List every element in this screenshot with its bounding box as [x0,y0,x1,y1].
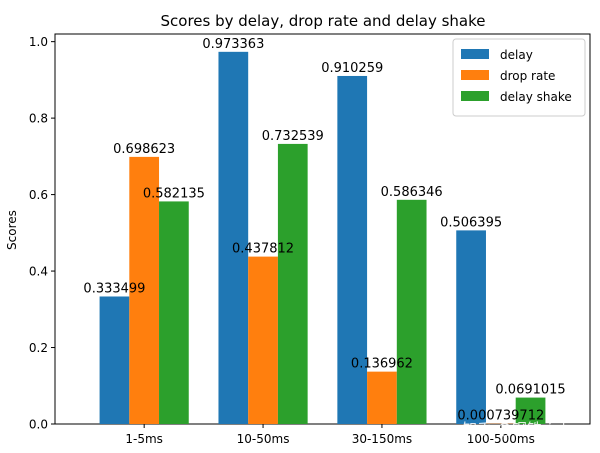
y-tick-label: 1.0 [29,35,48,49]
data-labels-group: 0.333499 0.973363 0.910259 0.506395 0.698623… [83,37,565,424]
x-tick-label: 100-500ms [467,432,535,446]
plot-area [54,33,591,425]
bar-delay-shake-1-5ms [159,201,189,424]
watermark-text: 知乎 @钢铁之力 [462,420,572,438]
legend: delay drop rate delay shake [452,38,586,117]
data-label: 0.586346 [381,185,443,200]
x-tick-label: 30-150ms [352,432,412,446]
data-label: 0.0691015 [495,383,565,398]
bars-group [99,51,546,425]
legend-swatch [461,70,489,80]
legend-label: delay shake [500,90,572,104]
data-label: 0.698623 [113,142,175,157]
legend-swatch [461,91,489,101]
data-label: 0.333499 [83,281,145,296]
bar-delay-30-150ms [337,75,368,425]
legend-swatch [461,49,489,59]
bar-drop-rate-30-150ms [367,371,397,424]
data-label: 0.973363 [202,37,264,52]
y-tick-label: 0.6 [29,188,48,202]
bar-drop-rate-1-5ms [129,156,160,424]
y-tick-label: 0.8 [29,112,48,126]
data-label: 0.582135 [143,186,205,201]
x-axis: 1-5ms 10-50ms 30-150ms 100-500ms [125,424,535,446]
data-label: 0.910259 [321,61,383,76]
bar-delay-shake-10-50ms [277,143,308,424]
y-tick-label: 0.4 [29,265,48,279]
bar-drop-rate-10-50ms [248,256,278,424]
bar-delay-100-500ms [456,230,486,424]
bar-delay-shake-30-150ms [396,199,427,424]
y-tick-label: 0.2 [29,341,48,355]
x-tick-label: 10-50ms [237,432,290,446]
data-label: 0.000739712 [457,409,544,424]
data-label: 0.506395 [440,215,502,230]
bar-delay-shake-100-500ms [515,397,546,424]
data-label: 0.136962 [351,357,413,372]
legend-label: drop rate [500,69,555,83]
y-axis: 0.0 0.2 0.4 0.6 0.8 1.0 [29,35,55,432]
y-axis-label: Scores [5,210,19,250]
data-label: 0.732539 [262,129,324,144]
chart-title: Scores by delay, drop rate and delay sha… [161,12,486,30]
bar-delay-10-50ms [218,51,249,424]
plot-frame [54,33,591,425]
y-tick-label: 0.0 [29,418,48,432]
data-label: 0.437812 [232,242,294,257]
bar-delay-1-5ms [99,296,130,424]
legend-label: delay [500,48,533,62]
x-tick-label: 1-5ms [125,432,163,446]
